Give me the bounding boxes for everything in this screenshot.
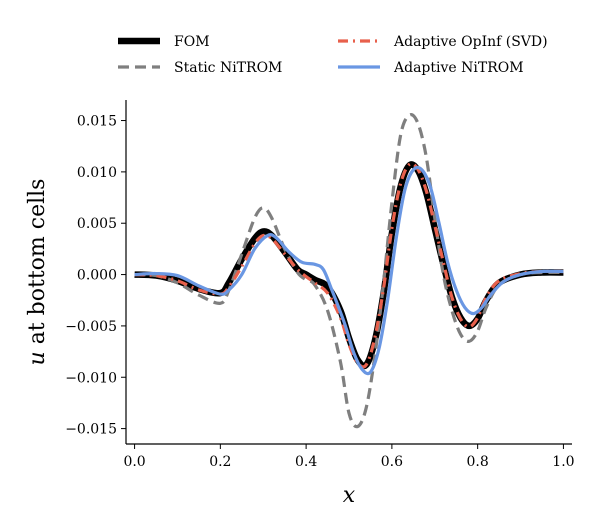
y-axis-ticks: −0.015 −0.010 −0.005 0.000 0.005 0.010 0.015 <box>65 114 126 438</box>
y-tick-label: 0.010 <box>77 165 117 181</box>
legend-item-fom: FOM <box>118 34 210 50</box>
legend-item-static-nitrom: Static NiTROM <box>118 60 282 76</box>
legend: FOM Static NiTROM Adaptive OpInf (SVD) Adap… <box>118 34 548 76</box>
y-axis-label: u at bottom cells <box>25 179 50 366</box>
series-line-adaptive-nitrom <box>134 165 564 376</box>
series-line-static-nitrom <box>134 113 564 429</box>
legend-label: FOM <box>174 34 210 50</box>
x-tick-label: 0.0 <box>123 454 145 470</box>
legend-item-adaptive-opinf-svd: Adaptive OpInf (SVD) <box>338 34 548 50</box>
legend-label: Adaptive NiTROM <box>393 60 524 76</box>
y-tick-label: −0.015 <box>65 422 117 438</box>
legend-label: Adaptive OpInf (SVD) <box>393 34 548 50</box>
x-tick-label: 0.8 <box>467 454 489 470</box>
legend-label: Static NiTROM <box>174 60 282 76</box>
x-axis-ticks: 0.0 0.2 0.4 0.6 0.8 1.0 <box>123 444 575 470</box>
y-tick-label: 0.015 <box>77 114 117 130</box>
y-tick-label: 0.000 <box>77 268 117 284</box>
x-axis-label: x <box>343 483 356 508</box>
series-line-adaptive-opinf-svd <box>134 162 564 369</box>
series-layer <box>134 113 564 429</box>
x-tick-label: 1.0 <box>552 454 574 470</box>
legend-item-adaptive-nitrom: Adaptive NiTROM <box>338 60 524 76</box>
x-tick-label: 0.4 <box>295 454 317 470</box>
y-tick-label: −0.005 <box>65 319 117 335</box>
y-tick-label: −0.010 <box>65 370 117 386</box>
x-tick-label: 0.6 <box>381 454 403 470</box>
y-tick-label: 0.005 <box>77 216 117 232</box>
x-tick-label: 0.2 <box>209 454 231 470</box>
y-axis-label-variable: u <box>25 351 50 365</box>
y-axis-label-text: at bottom cells <box>25 179 50 352</box>
plot-area: 0.0 0.2 0.4 0.6 0.8 1.0 −0.015 −0.010 −0.005 0.0… <box>65 100 575 470</box>
